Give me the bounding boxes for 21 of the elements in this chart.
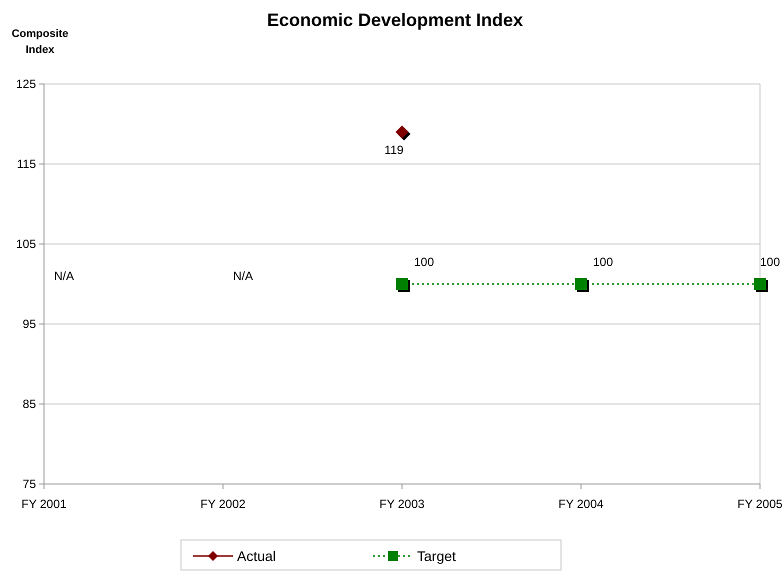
x-tick-label: FY 2001 bbox=[21, 497, 67, 511]
y-tick-label: 125 bbox=[16, 77, 36, 91]
data-label: 100 bbox=[414, 255, 434, 269]
y-tick-label: 105 bbox=[16, 237, 36, 251]
x-tick-label: FY 2003 bbox=[379, 497, 425, 511]
x-tick-label: FY 2004 bbox=[558, 497, 604, 511]
y-tick-label: 115 bbox=[16, 157, 36, 171]
legend-label: Target bbox=[417, 548, 456, 564]
y-tick-label: 75 bbox=[22, 477, 36, 491]
y-axis-title: Composite Index bbox=[12, 28, 68, 56]
y-tick-label: 95 bbox=[22, 317, 36, 331]
data-label: 100 bbox=[592, 255, 614, 269]
annotation: N/A bbox=[54, 269, 74, 283]
y-tick-label: 85 bbox=[22, 397, 36, 411]
legend-label: Actual bbox=[237, 548, 276, 564]
chart-title: Economic Development Index bbox=[266, 10, 524, 30]
data-label: 119 bbox=[384, 143, 404, 157]
x-tick-label: FY 2005 bbox=[737, 497, 782, 511]
data-label: 100 bbox=[760, 255, 780, 269]
annotation: N/A bbox=[232, 269, 254, 283]
x-tick-label: FY 2002 bbox=[200, 497, 246, 511]
